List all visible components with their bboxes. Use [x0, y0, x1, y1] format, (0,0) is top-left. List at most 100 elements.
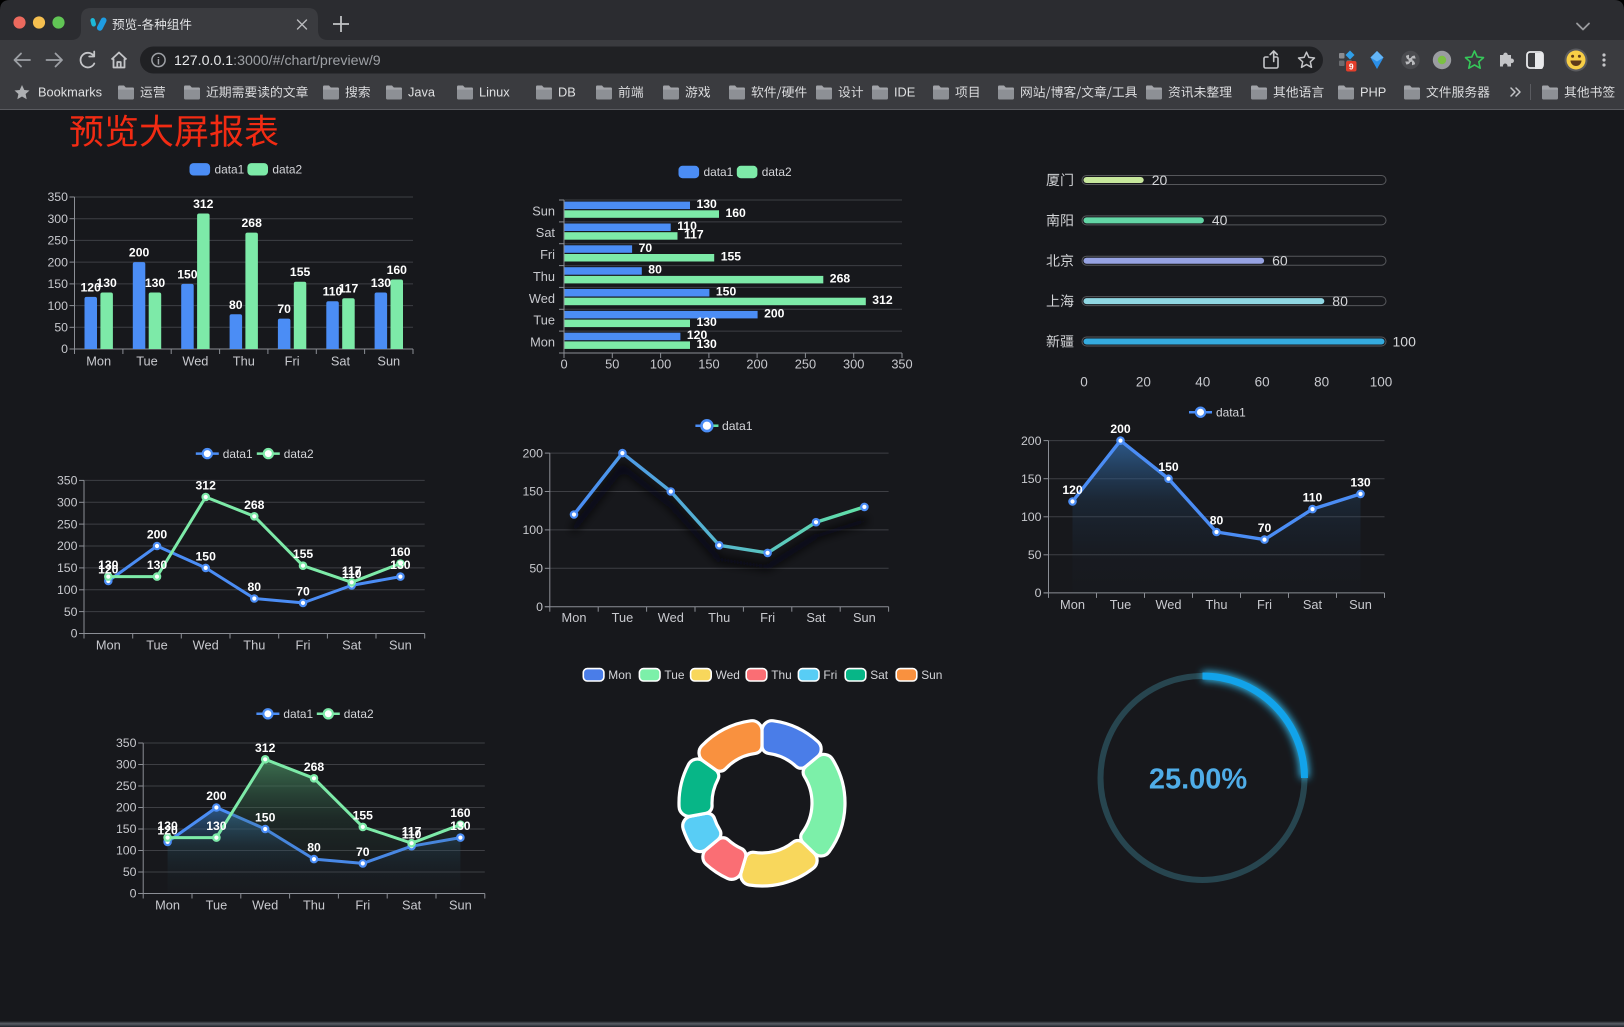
svg-text:80: 80	[648, 263, 662, 277]
svg-text:80: 80	[1332, 293, 1348, 309]
svg-text:Tue: Tue	[136, 354, 158, 369]
svg-text:Wed: Wed	[529, 291, 555, 306]
svg-text:117: 117	[684, 228, 704, 242]
svg-text:25.00%: 25.00%	[1149, 764, 1248, 796]
svg-text:130: 130	[697, 337, 718, 351]
svg-text:40: 40	[1195, 375, 1210, 390]
svg-text:300: 300	[116, 758, 137, 772]
svg-text:20: 20	[1152, 172, 1168, 188]
svg-text:0: 0	[71, 627, 78, 641]
svg-text:200: 200	[147, 528, 168, 542]
svg-text:150: 150	[698, 357, 719, 372]
svg-text:80: 80	[248, 580, 262, 594]
svg-text:Fri: Fri	[355, 898, 370, 913]
svg-text:data1: data1	[223, 447, 253, 461]
svg-text:Wed: Wed	[193, 638, 219, 653]
svg-text:Thu: Thu	[708, 610, 730, 625]
svg-text:Thu: Thu	[533, 269, 555, 284]
svg-text:70: 70	[277, 302, 291, 316]
svg-text:70: 70	[356, 845, 370, 859]
svg-text:130: 130	[390, 558, 411, 572]
svg-text:110: 110	[342, 567, 362, 581]
svg-text:80: 80	[307, 841, 321, 855]
svg-text:127.0.0.1:3000/#/chart/preview: 127.0.0.1:3000/#/chart/preview/9	[174, 53, 381, 69]
svg-text:Thu: Thu	[233, 354, 255, 369]
svg-text:50: 50	[54, 321, 68, 335]
svg-text:100: 100	[650, 357, 671, 372]
svg-text:350: 350	[57, 474, 78, 488]
svg-text:40: 40	[1212, 212, 1228, 228]
svg-text:Sat: Sat	[806, 610, 826, 625]
svg-text:data1: data1	[283, 707, 313, 721]
svg-text:100: 100	[57, 583, 78, 597]
svg-text:117: 117	[342, 564, 362, 578]
svg-text:Sat: Sat	[331, 354, 351, 369]
svg-text:117: 117	[402, 825, 422, 839]
svg-text:Wed: Wed	[1155, 597, 1181, 612]
svg-text:150: 150	[522, 485, 543, 499]
svg-text:9: 9	[1349, 61, 1354, 71]
svg-text:Wed: Wed	[182, 354, 208, 369]
svg-text:0: 0	[560, 357, 567, 372]
svg-text:200: 200	[57, 539, 78, 553]
svg-text:Linux: Linux	[479, 85, 510, 100]
svg-text:110: 110	[402, 828, 422, 842]
svg-text:150: 150	[196, 549, 217, 563]
svg-text:70: 70	[1258, 521, 1272, 535]
svg-text:110: 110	[677, 219, 697, 233]
svg-text:Fri: Fri	[823, 668, 837, 682]
svg-text:data2: data2	[272, 163, 302, 177]
svg-text:160: 160	[390, 545, 411, 559]
svg-text:150: 150	[47, 277, 68, 291]
svg-text:150: 150	[57, 561, 78, 575]
svg-text:130: 130	[450, 819, 471, 833]
svg-text:80: 80	[229, 298, 243, 312]
svg-text:268: 268	[304, 760, 325, 774]
svg-text:312: 312	[196, 479, 217, 493]
svg-text:Fri: Fri	[296, 638, 311, 653]
svg-text:150: 150	[1158, 460, 1179, 474]
svg-text:200: 200	[116, 801, 137, 815]
svg-text:300: 300	[47, 212, 68, 226]
svg-text:150: 150	[177, 267, 198, 281]
svg-text:350: 350	[116, 736, 137, 750]
svg-text:Fri: Fri	[1257, 597, 1272, 612]
svg-text:Sat: Sat	[870, 668, 889, 682]
svg-text:110: 110	[1303, 491, 1323, 505]
svg-text:200: 200	[47, 255, 68, 269]
svg-text:0: 0	[130, 887, 137, 901]
svg-text:120: 120	[157, 823, 178, 837]
svg-text:Mon: Mon	[608, 668, 631, 682]
svg-text:160: 160	[387, 263, 408, 277]
svg-text:312: 312	[872, 293, 893, 307]
svg-text:150: 150	[116, 822, 137, 836]
svg-text:130: 130	[98, 558, 119, 572]
svg-text:110: 110	[323, 285, 343, 299]
svg-text:Tue: Tue	[1110, 597, 1132, 612]
svg-text:130: 130	[371, 276, 392, 290]
svg-text:Sun: Sun	[532, 203, 555, 218]
svg-text:Mon: Mon	[562, 610, 587, 625]
svg-text:155: 155	[353, 808, 374, 822]
svg-text:100: 100	[522, 523, 543, 537]
svg-text:i: i	[157, 55, 160, 67]
svg-text:150: 150	[716, 285, 737, 299]
svg-text:200: 200	[522, 446, 543, 460]
svg-text:Sun: Sun	[921, 668, 942, 682]
svg-text:data2: data2	[762, 165, 792, 179]
svg-text:Mon: Mon	[1060, 597, 1085, 612]
svg-text:250: 250	[795, 357, 816, 372]
svg-text:268: 268	[244, 498, 265, 512]
svg-text:Thu: Thu	[1205, 597, 1227, 612]
svg-text:data1: data1	[1216, 405, 1246, 419]
svg-text:120: 120	[98, 563, 119, 577]
svg-text:100: 100	[47, 299, 68, 313]
svg-text:Mon: Mon	[86, 354, 111, 369]
svg-text:data2: data2	[284, 447, 314, 461]
svg-text:100: 100	[116, 844, 137, 858]
svg-text:250: 250	[116, 779, 137, 793]
svg-text:60: 60	[1272, 253, 1288, 269]
svg-text:Tue: Tue	[533, 313, 555, 328]
svg-text:Sun: Sun	[449, 898, 472, 913]
svg-text:130: 130	[206, 819, 227, 833]
